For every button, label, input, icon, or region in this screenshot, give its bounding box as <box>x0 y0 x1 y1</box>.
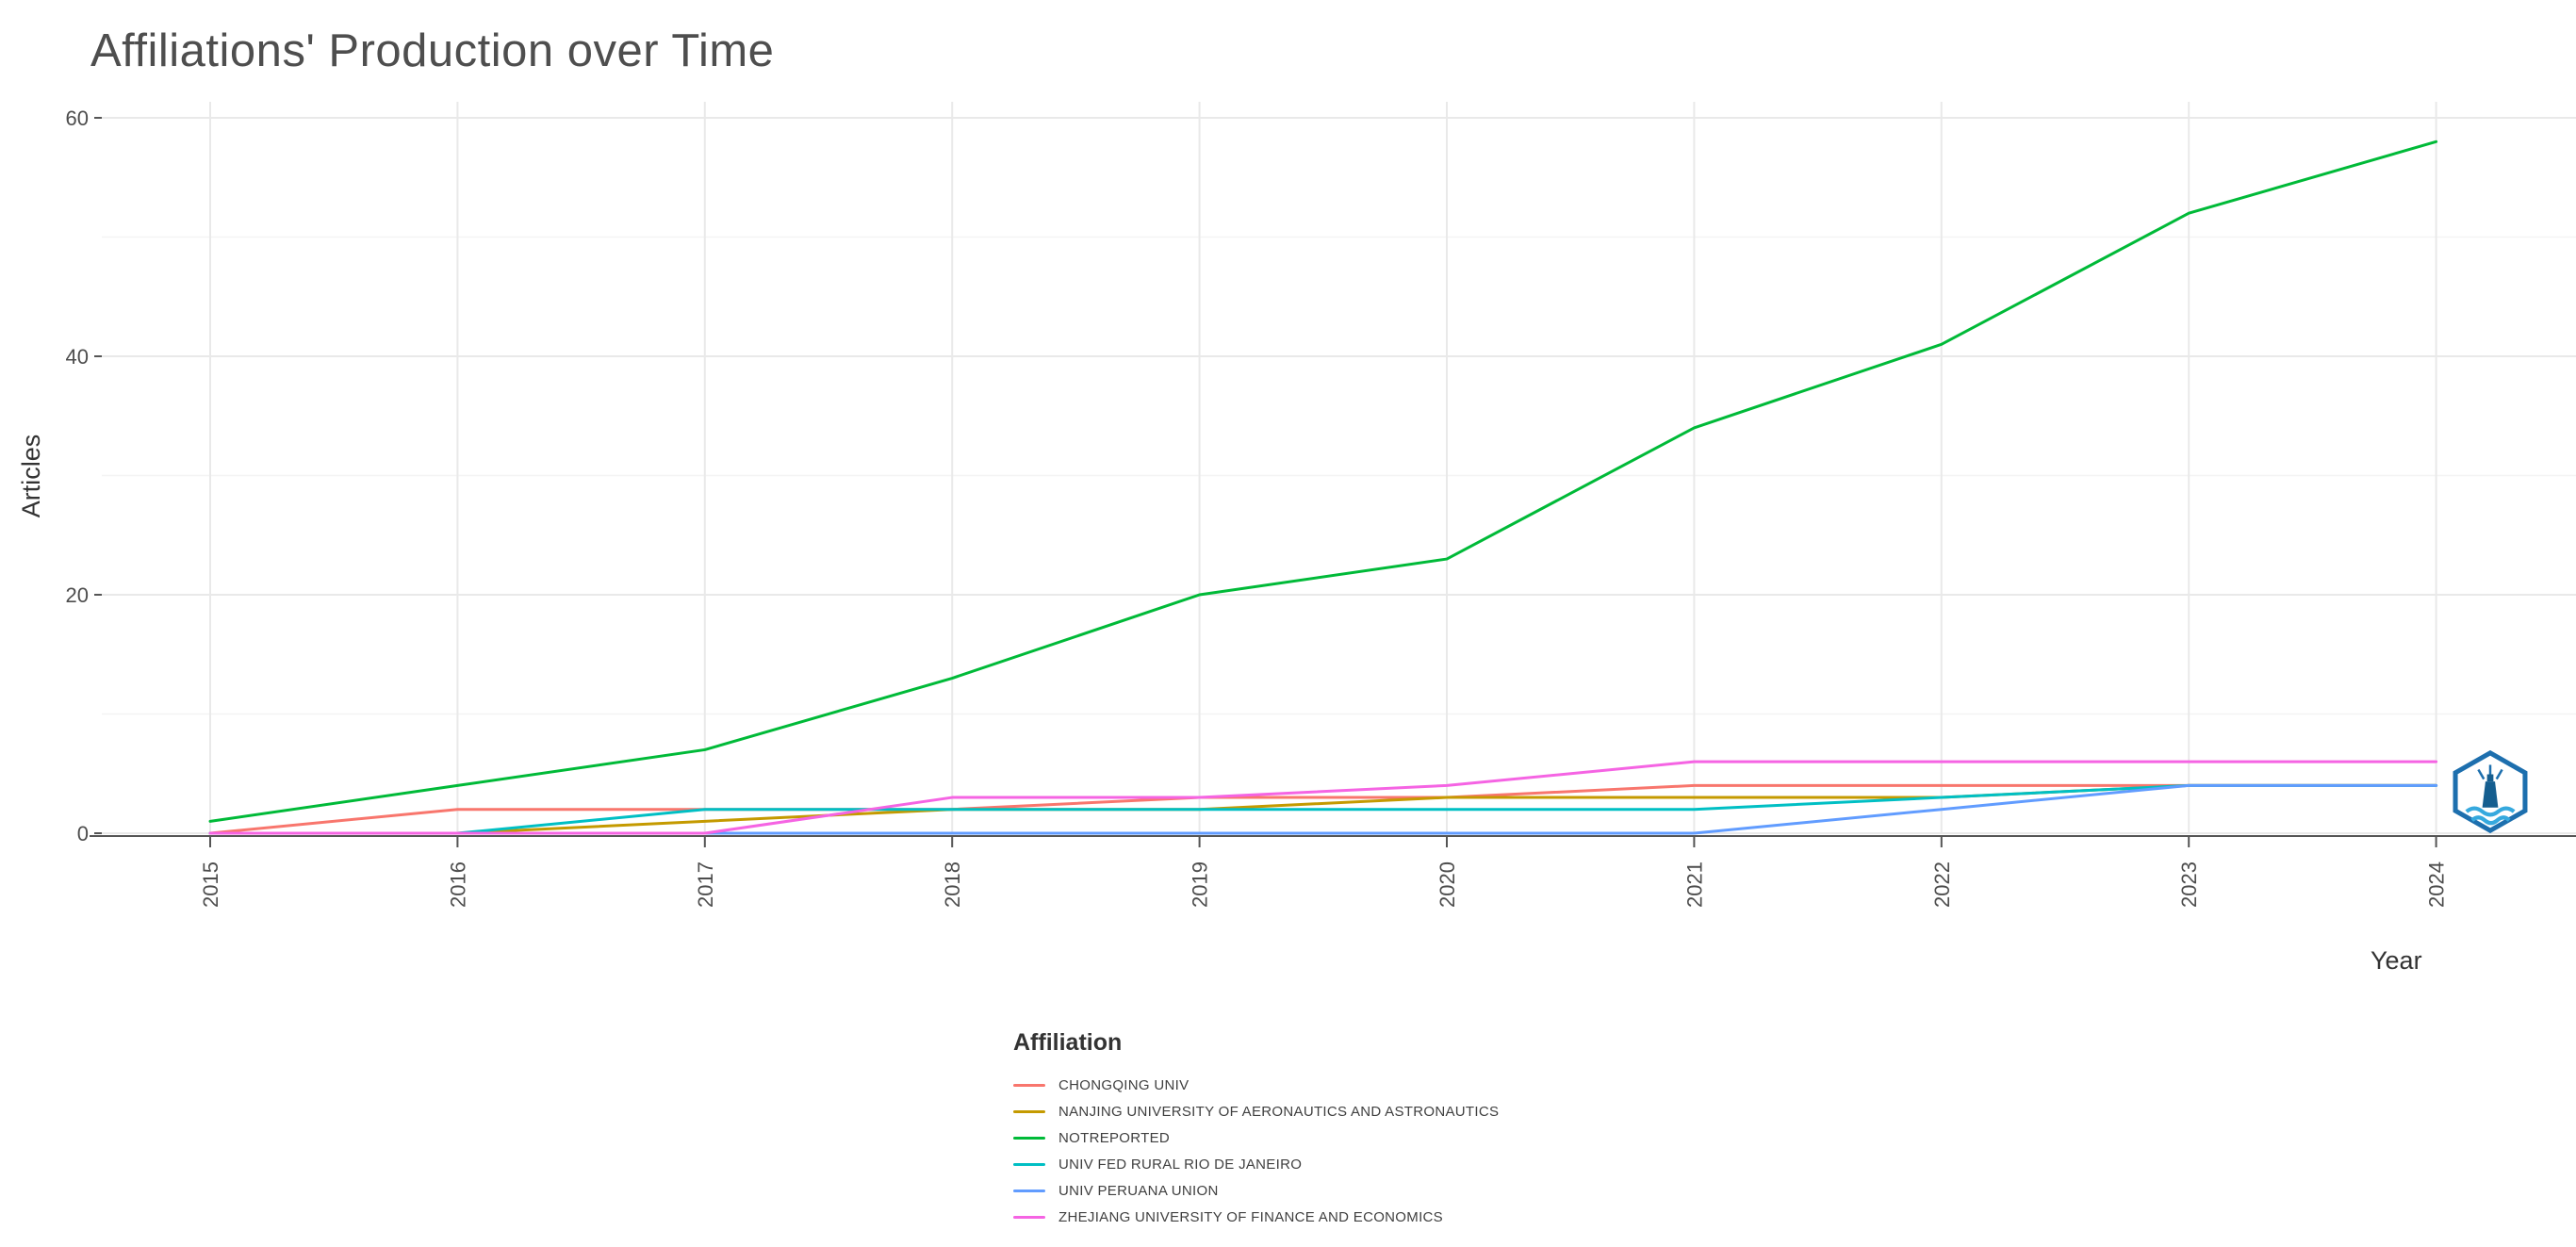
axis-labels: 2015 2016 2017 2018 2019 2020 2021 2022 2023 2024… <box>17 107 2449 975</box>
series-line-univ-fed-rural-rio-de-janeiro <box>208 783 2438 835</box>
x-tick-label: 2017 <box>694 861 717 908</box>
logo-wave-2 <box>2470 815 2511 826</box>
x-axis-title: Year <box>2371 946 2422 975</box>
watermark-logo <box>2451 749 2530 834</box>
logo-lantern <box>2486 774 2494 782</box>
x-tick-label: 2020 <box>1436 861 1459 908</box>
legend-item: UNIV FED RURAL RIO DE JANEIRO <box>1013 1151 1499 1177</box>
y-tick-label: 40 <box>66 345 89 369</box>
legend: Affiliation CHONGQING UNIV NANJING UNIVER… <box>1013 1029 1499 1230</box>
legend-label: CHONGQING UNIV <box>1058 1076 1190 1093</box>
legend-item: CHONGQING UNIV <box>1013 1072 1499 1098</box>
series-line-notreported <box>208 139 2438 823</box>
legend-line-swatch <box>1013 1083 1045 1087</box>
series-lines <box>208 139 2438 835</box>
y-tick-label: 60 <box>66 107 89 130</box>
gridlines <box>102 102 2576 834</box>
x-tick-label: 2023 <box>2177 861 2201 908</box>
hexagon-badge-icon <box>2453 749 2528 834</box>
x-tick-label: 2018 <box>941 861 964 908</box>
legend-label: NANJING UNIVERSITY OF AERONAUTICS AND AS… <box>1058 1103 1500 1120</box>
legend-item: NOTREPORTED <box>1013 1124 1499 1151</box>
x-tick-label: 2024 <box>2425 861 2449 908</box>
legend-label: ZHEJIANG UNIVERSITY OF FINANCE AND ECONO… <box>1058 1208 1443 1225</box>
y-tick-label: 20 <box>66 583 89 607</box>
series-line-zhejiang-university-of-finance-and-economics <box>208 760 2438 835</box>
x-tick-label: 2015 <box>199 861 222 908</box>
legend-label: UNIV FED RURAL RIO DE JANEIRO <box>1058 1156 1303 1173</box>
legend-line-swatch <box>1013 1215 1045 1219</box>
legend-items: CHONGQING UNIV NANJING UNIVERSITY OF AERO… <box>1013 1072 1499 1230</box>
axes <box>90 117 2576 847</box>
x-tick-label: 2022 <box>1930 861 1954 908</box>
legend-item: ZHEJIANG UNIVERSITY OF FINANCE AND ECONO… <box>1013 1204 1499 1230</box>
legend-item: UNIV PERUANA UNION <box>1013 1177 1499 1204</box>
legend-line-swatch <box>1013 1109 1045 1113</box>
legend-label: UNIV PERUANA UNION <box>1058 1182 1219 1199</box>
line-chart: 2015 2016 2017 2018 2019 2020 2021 2022 2023 2024… <box>17 102 2576 975</box>
logo-wave-1 <box>2465 806 2516 817</box>
legend-line-swatch <box>1013 1189 1045 1192</box>
series-line-chongqing-univ <box>208 783 2438 835</box>
logo-tower <box>2482 781 2499 808</box>
x-tick-label: 2019 <box>1189 861 1212 908</box>
y-axis-title: Articles <box>17 435 45 518</box>
plot-area: 2015 2016 2017 2018 2019 2020 2021 2022 2023 2024… <box>17 102 2576 975</box>
x-tick-label: 2021 <box>1682 861 1706 908</box>
legend-label: NOTREPORTED <box>1058 1129 1171 1146</box>
x-tick-label: 2016 <box>446 861 469 908</box>
legend-line-swatch <box>1013 1136 1045 1140</box>
legend-title: Affiliation <box>1013 1029 1123 1056</box>
logo-rays <box>2477 764 2503 780</box>
y-tick-label: 0 <box>77 822 89 845</box>
legend-line-swatch <box>1013 1162 1045 1166</box>
legend-item: NANJING UNIVERSITY OF AERONAUTICS AND AS… <box>1013 1098 1499 1124</box>
chart-title: Affiliations' Production over Time <box>90 25 775 76</box>
